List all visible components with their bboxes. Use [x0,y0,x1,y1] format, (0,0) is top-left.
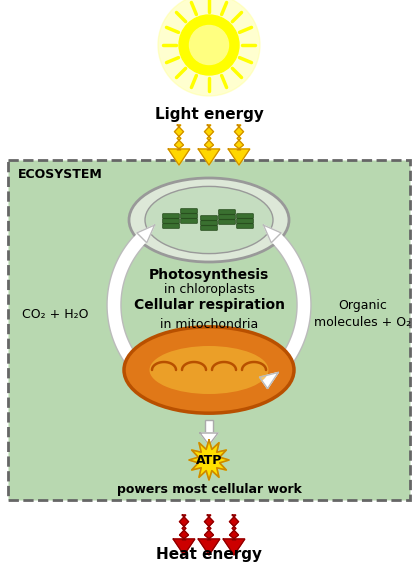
Text: Organic: Organic [339,299,387,312]
Polygon shape [173,539,195,555]
FancyBboxPatch shape [163,214,179,218]
Text: in mitochondria: in mitochondria [160,319,258,332]
FancyBboxPatch shape [181,219,197,223]
FancyBboxPatch shape [163,219,179,223]
Ellipse shape [129,178,289,262]
Polygon shape [168,149,190,165]
Polygon shape [204,125,214,150]
FancyBboxPatch shape [219,215,235,219]
FancyBboxPatch shape [8,160,410,500]
Text: Light energy: Light energy [155,107,263,123]
Circle shape [158,0,260,96]
FancyBboxPatch shape [237,224,253,228]
Ellipse shape [124,327,294,413]
Text: molecules + O₂: molecules + O₂ [314,316,412,329]
Bar [205,420,213,433]
Polygon shape [198,149,220,165]
Polygon shape [198,539,220,555]
Polygon shape [200,433,218,445]
FancyBboxPatch shape [181,214,197,218]
Polygon shape [189,440,229,480]
Ellipse shape [150,346,268,394]
Circle shape [189,26,229,65]
FancyBboxPatch shape [201,216,217,220]
Text: Heat energy: Heat energy [156,548,262,562]
Polygon shape [179,515,189,540]
Polygon shape [263,225,281,243]
Polygon shape [204,515,214,540]
Ellipse shape [145,186,273,254]
FancyBboxPatch shape [163,224,179,228]
Text: CO₂ + H₂O: CO₂ + H₂O [22,308,88,321]
FancyBboxPatch shape [201,221,217,226]
Circle shape [179,15,239,75]
Polygon shape [223,539,245,555]
Polygon shape [137,225,155,243]
FancyBboxPatch shape [219,220,235,224]
FancyBboxPatch shape [237,219,253,223]
Text: ATP: ATP [196,453,222,467]
Polygon shape [234,125,244,150]
Text: Photosynthesis: Photosynthesis [149,268,269,282]
Polygon shape [260,372,278,388]
Polygon shape [174,125,184,150]
Text: Cellular respiration: Cellular respiration [133,298,285,312]
Text: powers most cellular work: powers most cellular work [117,484,301,497]
Text: in chloroplasts: in chloroplasts [163,283,255,296]
Polygon shape [229,515,239,540]
FancyBboxPatch shape [201,226,217,230]
FancyBboxPatch shape [181,208,197,214]
Polygon shape [228,149,250,165]
Text: ECOSYSTEM: ECOSYSTEM [18,168,103,182]
FancyBboxPatch shape [237,214,253,218]
FancyBboxPatch shape [219,210,235,214]
